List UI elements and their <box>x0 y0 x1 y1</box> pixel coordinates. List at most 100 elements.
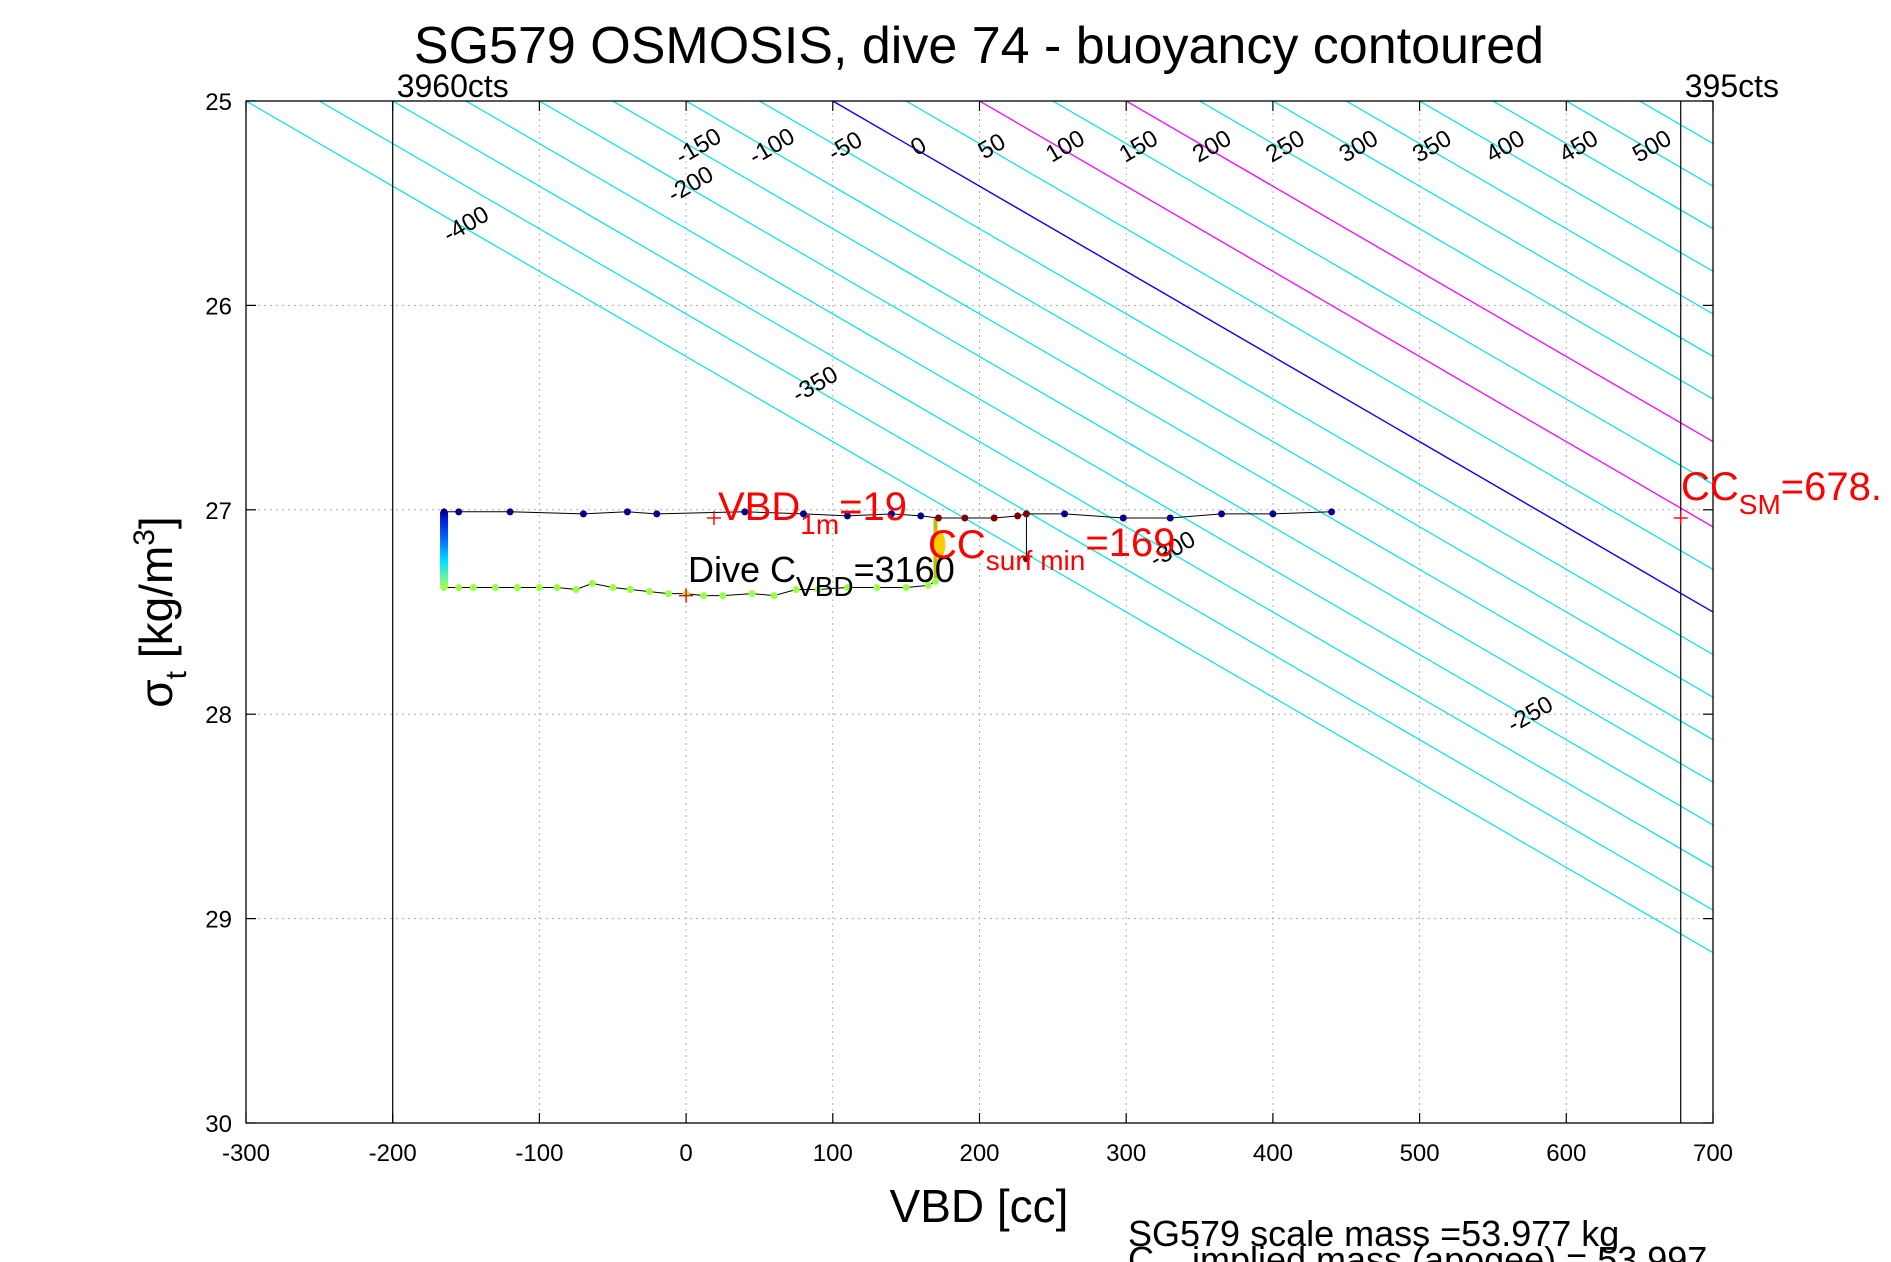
dive-point <box>990 514 998 522</box>
dive-data-series <box>440 508 1336 600</box>
contour-line <box>1199 101 1713 400</box>
climb-point <box>572 586 580 594</box>
climb-point <box>719 592 727 600</box>
contour-line <box>1345 101 1713 315</box>
footer-implied-mass-text: implied mass (apogee) = 53.997 <box>1192 1239 1707 1262</box>
vbd-1m-base: VBD <box>718 485 800 529</box>
x-tick-label: 500 <box>1400 1140 1440 1167</box>
footer-scale-mass: SG579 scale mass =53.977 kg <box>1128 1213 1619 1254</box>
contour-line <box>905 101 1713 571</box>
dive-point <box>1328 508 1336 516</box>
dive-point <box>455 508 463 516</box>
dive-point <box>961 514 969 522</box>
climb-point <box>553 583 561 591</box>
contour-line <box>1860 101 1891 1123</box>
climb-point <box>609 583 617 591</box>
vbd-1m-sub: 1m <box>800 509 839 540</box>
dive-cvbd-base: Dive C <box>688 549 796 590</box>
surface-highlight <box>931 530 946 559</box>
count-limit-label: 3960cts <box>397 68 509 104</box>
contour-line <box>1125 101 1713 443</box>
contour-line <box>465 101 1713 826</box>
climb-point <box>902 583 910 591</box>
climb-point <box>535 583 543 591</box>
climb-point <box>513 583 521 591</box>
x-tick-label: -100 <box>515 1140 563 1167</box>
dive-point <box>799 510 807 518</box>
contour-line <box>685 101 1713 698</box>
dive-point <box>1269 510 1277 518</box>
cc-sm-value: =678. <box>1781 465 1882 509</box>
dive-point <box>1014 512 1022 520</box>
dive-point <box>843 512 851 520</box>
contour-line <box>392 101 1713 869</box>
dive-cvbd-annotation: Dive CVBD=3160 <box>688 549 955 602</box>
contour-line <box>1272 101 1713 358</box>
climb-point <box>770 592 778 600</box>
contour-line <box>539 101 1713 784</box>
x-tick-label: 100 <box>813 1140 853 1167</box>
count-limit-label: 395cts <box>1685 68 1779 104</box>
descent-color-bar <box>440 511 449 588</box>
climb-point <box>626 586 634 594</box>
climb-point <box>931 577 939 585</box>
climb-point <box>491 583 499 591</box>
x-tick-label: 400 <box>1253 1140 1293 1167</box>
y-tick-label: 26 <box>205 293 232 320</box>
dive-point <box>579 510 587 518</box>
y-axis-label-unit: [kg/m <box>130 546 182 671</box>
climb-point <box>664 590 672 598</box>
dive-point <box>623 508 631 516</box>
dive-point <box>887 510 895 518</box>
cc-sm-base: CC <box>1681 465 1739 509</box>
climb-point <box>814 586 822 594</box>
dive-point <box>1218 510 1226 518</box>
dive-point <box>506 508 514 516</box>
contour-line <box>1712 101 1713 102</box>
contour-line <box>759 101 1713 656</box>
dive-point <box>1061 510 1069 518</box>
dive-cvbd-value: =3160 <box>854 549 955 590</box>
climb-point <box>645 588 653 596</box>
x-tick-label: -200 <box>369 1140 417 1167</box>
y-axis-label-sup: 3 <box>128 529 161 546</box>
climb-point <box>455 583 463 591</box>
x-tick-label: 600 <box>1546 1140 1586 1167</box>
x-tick-label: 200 <box>959 1140 999 1167</box>
contour-line <box>612 101 1713 741</box>
y-tick-label: 30 <box>205 1111 232 1138</box>
annotation-markers <box>679 510 1688 603</box>
count-limit-lines: 3960cts 395cts <box>392 68 1779 1123</box>
climb-point <box>843 583 851 591</box>
dive-point <box>1022 510 1030 518</box>
footer-implied-mass-prefix: C <box>1128 1239 1154 1262</box>
dive-point <box>934 514 942 522</box>
dive-cvbd-sub: VBD <box>796 571 854 602</box>
dive-track <box>444 511 1332 519</box>
chart-title: SG579 OSMOSIS, dive 74 - buoyancy contou… <box>414 17 1544 75</box>
contour-line <box>1786 101 1891 1123</box>
axis-ticks: -300 -200 -100 0 100 200 300 400 500 600 700 25 26 27… <box>205 89 1733 1167</box>
y-tick-label: 29 <box>205 907 232 934</box>
climb-point <box>748 590 756 598</box>
x-axis-label: VBD [cc] <box>890 1180 1069 1232</box>
x-tick-label: -300 <box>222 1140 270 1167</box>
dive-point <box>741 508 749 516</box>
apogee-point <box>1022 555 1030 563</box>
cc-surf-min-sub: surf min <box>986 545 1086 576</box>
dive-point <box>653 510 661 518</box>
cc-sm-sub: SM <box>1739 489 1781 520</box>
y-tick-label: 25 <box>205 89 232 116</box>
vbd-1m-value: =19 <box>839 485 907 529</box>
x-tick-label: 0 <box>679 1140 692 1167</box>
climb-point <box>924 581 932 589</box>
climb-point <box>440 583 448 591</box>
dive-point <box>1119 514 1127 522</box>
contour-line <box>979 101 1713 528</box>
climb-point <box>588 579 596 587</box>
y-tick-label: 27 <box>205 498 232 525</box>
x-tick-label: 300 <box>1106 1140 1146 1167</box>
climb-point <box>873 583 881 591</box>
cc-surf-min-value: =169 <box>1085 521 1175 565</box>
